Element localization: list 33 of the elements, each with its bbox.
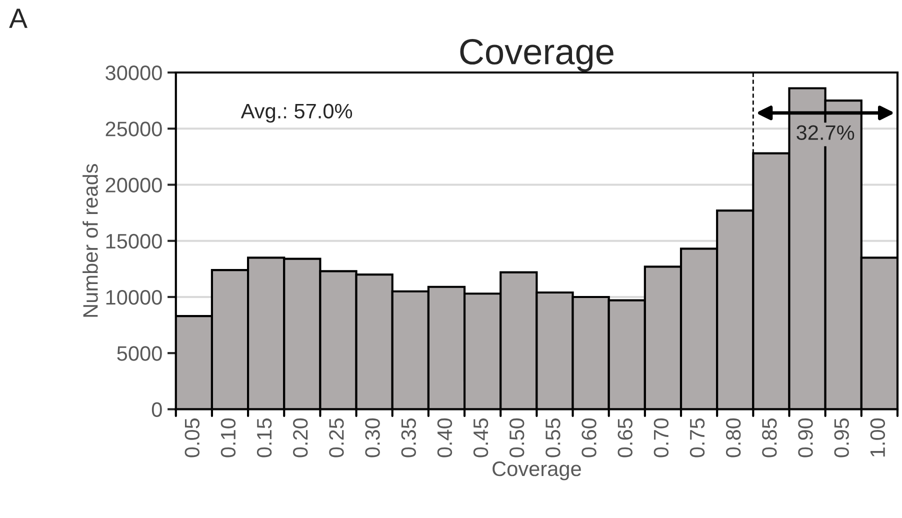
x-tick-label: 0.95 [834, 418, 849, 458]
x-tick-label: 0.45 [473, 418, 488, 458]
x-tick-label: 0.40 [437, 418, 452, 458]
y-tick-label: 20000 [106, 178, 162, 193]
x-tick-label: 0.30 [365, 418, 380, 458]
x-axis-title: Coverage [492, 461, 581, 480]
annotation: Avg.: 57.0% [240, 104, 352, 123]
y-tick-label: 15000 [106, 234, 162, 249]
y-tick-label: 25000 [106, 122, 162, 136]
x-tick-label: 0.65 [618, 418, 632, 458]
x-tick-label: 0.20 [293, 418, 308, 458]
x-tick-label: 0.50 [509, 418, 524, 458]
x-tick-label: 0.60 [582, 418, 596, 458]
x-tick-label: 0.90 [798, 418, 813, 458]
x-tick-label: 0.05 [184, 418, 200, 458]
x-tick-label: 0.25 [329, 418, 344, 458]
y-tick-label: 10000 [106, 290, 162, 305]
x-tick-label: 0.70 [654, 418, 669, 458]
x-tick-label: 1.00 [870, 418, 886, 457]
x-tick-label: 0.55 [546, 418, 560, 458]
y-axis-title: Number of reads [82, 164, 98, 317]
x-tick-label: 0.35 [401, 418, 416, 458]
annotation: 32.7% [796, 125, 854, 140]
chart-title: Coverage [460, 38, 614, 72]
x-tick-label: 0.10 [220, 418, 236, 458]
text: A [9, 8, 28, 28]
x-tick-label: 0.15 [256, 418, 272, 458]
y-tick-label: 5000 [117, 346, 162, 361]
x-tick-label: 0.80 [726, 418, 741, 458]
y-tick-label: 0 [152, 402, 162, 417]
x-tick-label: 0.85 [762, 418, 777, 458]
x-tick-label: 0.75 [690, 418, 705, 458]
y-tick-label: 30000 [106, 66, 162, 80]
